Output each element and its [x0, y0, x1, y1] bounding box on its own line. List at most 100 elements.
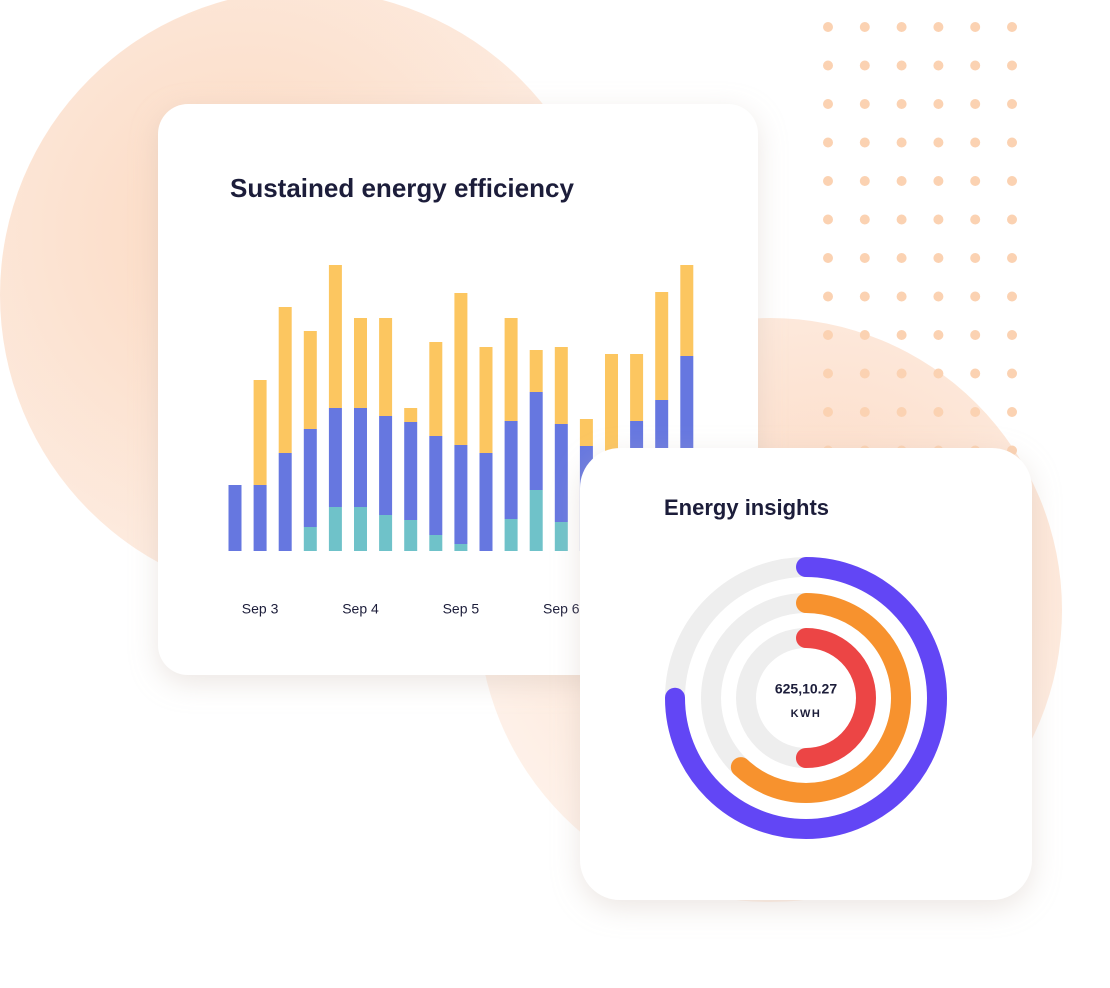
dot: [896, 368, 907, 379]
bar-segment: [529, 490, 543, 551]
bar-segment: [454, 293, 468, 445]
dot: [859, 253, 870, 263]
dot: [970, 368, 981, 379]
bar-segment: [328, 507, 342, 551]
bar-segment: [504, 421, 518, 519]
dot: [859, 22, 870, 32]
dot: [823, 22, 833, 32]
dot: [859, 214, 870, 225]
bar-segment: [680, 265, 694, 356]
dot: [1007, 330, 1017, 340]
bar-segment: [328, 265, 342, 408]
dot: [896, 137, 907, 148]
dot: [859, 99, 870, 109]
bar-segment: [228, 485, 242, 551]
dot: [823, 407, 833, 417]
bar-segment: [404, 520, 418, 551]
dot: [970, 291, 981, 302]
dot: [1007, 253, 1017, 263]
bar-segment: [529, 392, 543, 490]
dot: [859, 60, 870, 71]
dot: [933, 330, 944, 340]
x-tick-label: Sep 5: [443, 601, 480, 617]
bar-segment: [504, 318, 518, 421]
dot: [970, 99, 981, 109]
dot: [896, 99, 907, 109]
dot: [970, 214, 981, 225]
dot: [896, 176, 907, 186]
dot: [970, 60, 981, 71]
bar-segment: [253, 485, 267, 551]
bar-segment: [479, 453, 493, 551]
bar-segment: [429, 436, 443, 535]
dot: [933, 137, 944, 148]
bar-segment: [354, 318, 367, 408]
bar-segment: [404, 408, 418, 422]
dot: [970, 176, 981, 186]
dot: [896, 60, 907, 71]
bar-segment: [303, 331, 317, 429]
ring-arc: [736, 628, 876, 768]
dot: [1007, 407, 1017, 417]
bar-chart: Sep 3 Sep 4 Sep 5 Sep 6: [228, 265, 694, 617]
dot: [933, 214, 944, 225]
bar-segment: [278, 307, 292, 453]
bar-segment: [479, 347, 493, 453]
dot: [896, 291, 907, 302]
bar-segment: [303, 527, 317, 551]
card: [580, 448, 1032, 900]
center-unit: KWH: [791, 708, 822, 720]
bar-segment: [454, 445, 468, 544]
bar-segment: [454, 544, 468, 551]
dot: [1007, 368, 1017, 379]
dot: [1007, 99, 1017, 109]
bar-segment: [554, 347, 568, 424]
dot: [823, 368, 833, 379]
bar-segment: [404, 422, 418, 520]
dot: [1007, 214, 1017, 225]
radial-chart: [665, 557, 947, 839]
ring-arc: [701, 593, 911, 803]
bar-segment: [379, 416, 393, 515]
bar-segment: [278, 453, 292, 551]
bar-segment: [429, 535, 443, 551]
ring-arc: [665, 557, 947, 839]
bar-segment: [429, 342, 443, 436]
dot: [823, 176, 833, 186]
dot: [896, 330, 907, 340]
chart-title: Energy insights: [664, 495, 829, 520]
bar-segment: [630, 354, 644, 421]
dot: [970, 253, 981, 263]
dot: [933, 291, 944, 302]
dot: [896, 253, 907, 263]
x-tick-label: Sep 4: [342, 601, 379, 617]
bar-segment: [655, 292, 669, 400]
dot: [970, 137, 981, 148]
dot: [970, 407, 981, 417]
dot: [933, 22, 944, 32]
bar-segment: [303, 429, 317, 527]
dot: [1007, 60, 1017, 71]
dot: [859, 137, 870, 148]
dot: [933, 368, 944, 379]
dot: [859, 330, 870, 340]
bar-segment: [554, 424, 568, 522]
bar-segment: [504, 519, 518, 551]
dot: [823, 137, 833, 148]
dot: [859, 407, 870, 417]
dot: [933, 99, 944, 109]
dot: [933, 253, 944, 263]
chart-title: Sustained energy efficiency: [230, 173, 574, 203]
bar-segment: [379, 318, 393, 416]
dot: [933, 407, 944, 417]
x-tick-label: Sep 6: [543, 601, 580, 617]
dot: [1007, 137, 1017, 148]
bar-segment: [354, 507, 367, 551]
dot: [823, 330, 833, 340]
dot: [1007, 22, 1017, 32]
bar-segment: [554, 522, 568, 551]
dot: [823, 291, 833, 302]
dot: [823, 60, 833, 71]
dot: [933, 176, 944, 186]
